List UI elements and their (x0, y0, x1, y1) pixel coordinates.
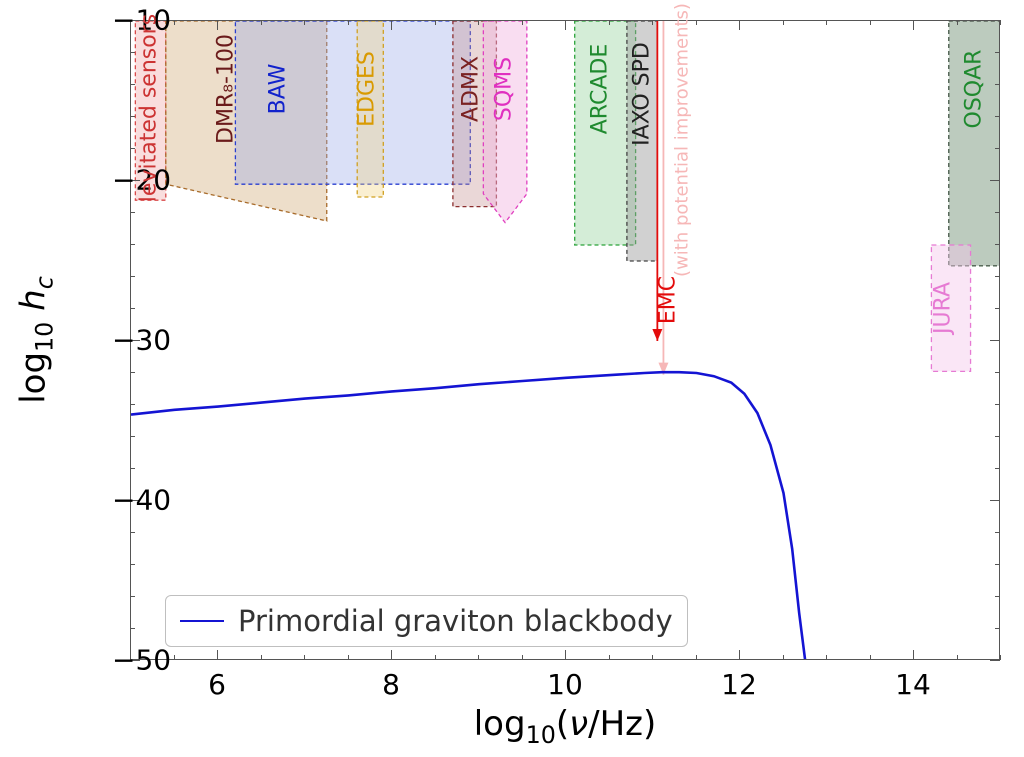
region-label-arcade: ARCADE (587, 44, 612, 135)
arrow-label-emc-improve: (with potential improvements) (672, 3, 693, 277)
region-label-jura: JURA (931, 282, 956, 334)
arrow-label-emc: EMC (655, 276, 680, 324)
x-tick-label: 10 (547, 668, 583, 701)
x-tick-label: 8 (382, 668, 400, 701)
region-label-dmr: DMR₈-100 (213, 34, 238, 144)
region-label-levitated: levitated sensors (137, 14, 162, 202)
x-tick-label: 14 (895, 668, 931, 701)
region-label-osqar: OSQAR (961, 49, 986, 128)
x-tick-label: 6 (208, 668, 226, 701)
region-label-iaxo: IAXO SPD (629, 42, 654, 146)
x-axis-label: log10(ν/Hz) (474, 704, 657, 749)
region-label-edges: EDGES (354, 51, 379, 127)
legend-label: Primordial graviton blackbody (238, 604, 673, 638)
legend: Primordial graviton blackbody (165, 595, 688, 647)
region-label-sqms: SQMS (492, 57, 517, 121)
x-tick-label: 12 (721, 668, 757, 701)
region-sqms (483, 21, 526, 223)
legend-line-swatch (180, 620, 224, 622)
y-axis-label: log10 hc (14, 276, 59, 404)
region-label-admx: ADMX (459, 56, 484, 122)
plot-area (130, 20, 1000, 660)
region-label-baw: BAW (265, 63, 290, 114)
